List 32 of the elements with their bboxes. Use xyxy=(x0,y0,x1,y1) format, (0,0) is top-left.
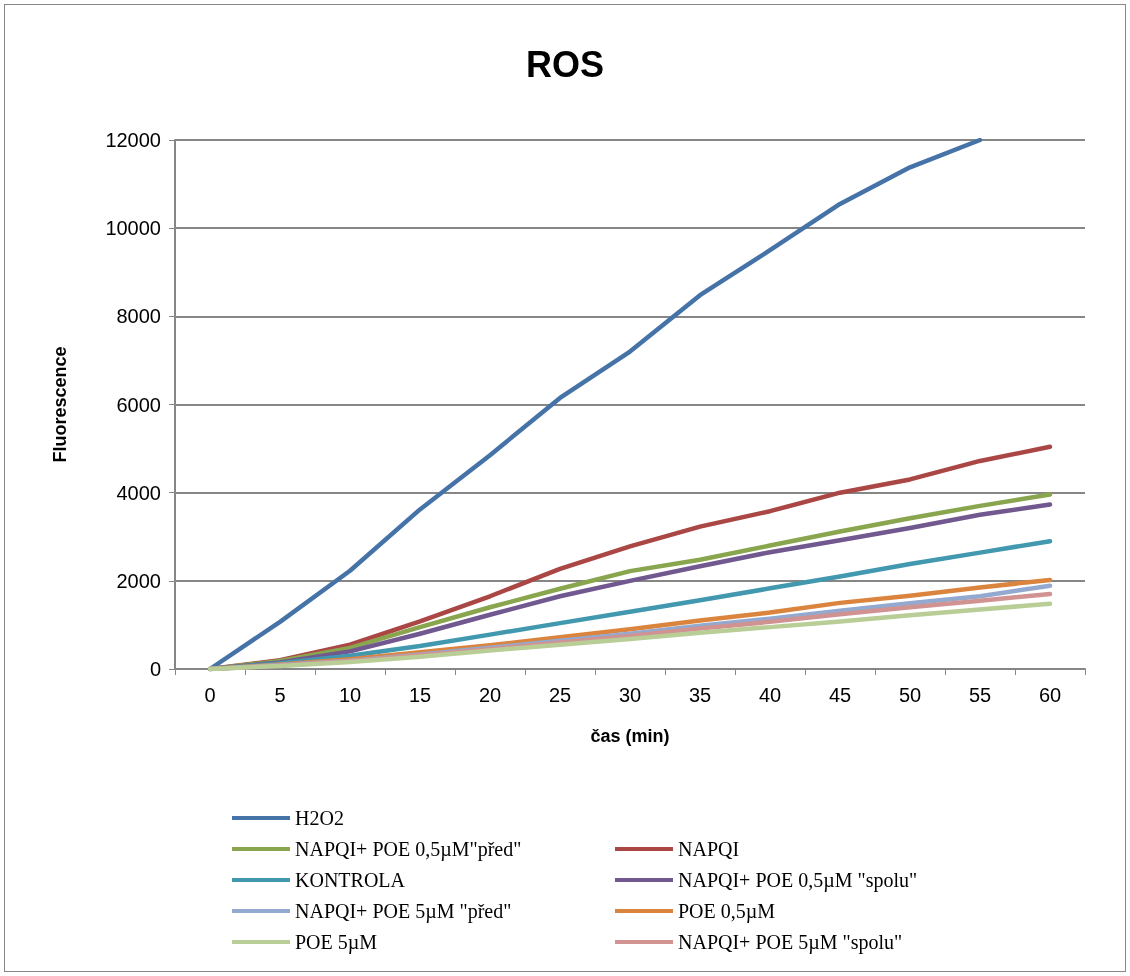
x-tick-label: 40 xyxy=(758,684,782,706)
x-tick-label: 10 xyxy=(338,684,362,706)
legend-label: NAPQI xyxy=(678,838,740,860)
x-tick-label: 50 xyxy=(898,684,922,706)
x-tick-label: 60 xyxy=(1038,684,1062,706)
x-axis-title: čas (min) xyxy=(590,726,670,746)
y-tick-label: 8000 xyxy=(116,305,161,328)
legend-label: POE 5µM xyxy=(295,931,378,954)
legend-label: KONTROLA xyxy=(295,869,406,891)
y-tick-label: 6000 xyxy=(116,393,161,416)
legend-label: H2O2 xyxy=(295,807,344,829)
x-tick-label: 0 xyxy=(204,684,216,706)
x-tick-label: 5 xyxy=(274,684,286,706)
x-tick-label: 45 xyxy=(828,684,852,706)
y-tick-label: 12000 xyxy=(105,129,161,151)
x-tick-label: 20 xyxy=(478,684,502,706)
legend-label: NAPQI+ POE 5µM "před" xyxy=(295,900,512,923)
y-tick-label: 4000 xyxy=(116,481,161,504)
y-tick-label: 2000 xyxy=(116,569,161,592)
y-tick-label: 10000 xyxy=(105,217,161,240)
y-axis-title: Fluorescence xyxy=(50,346,70,463)
legend-label: NAPQI+ POE 5µM "spolu" xyxy=(678,931,903,954)
x-tick-label: 15 xyxy=(408,684,432,706)
x-tick-label: 25 xyxy=(548,684,572,706)
y-tick-label: 0 xyxy=(149,658,161,680)
x-tick-label: 35 xyxy=(688,684,712,706)
legend-label: NAPQI+ POE 0,5µM"před" xyxy=(295,838,522,861)
x-tick-label: 30 xyxy=(618,684,642,706)
x-tick-label: 55 xyxy=(968,684,992,706)
chart-title: ROS xyxy=(525,43,605,85)
legend-label: POE 0,5µM xyxy=(678,900,776,923)
legend-label: NAPQI+ POE 0,5µM "spolu" xyxy=(678,869,918,892)
